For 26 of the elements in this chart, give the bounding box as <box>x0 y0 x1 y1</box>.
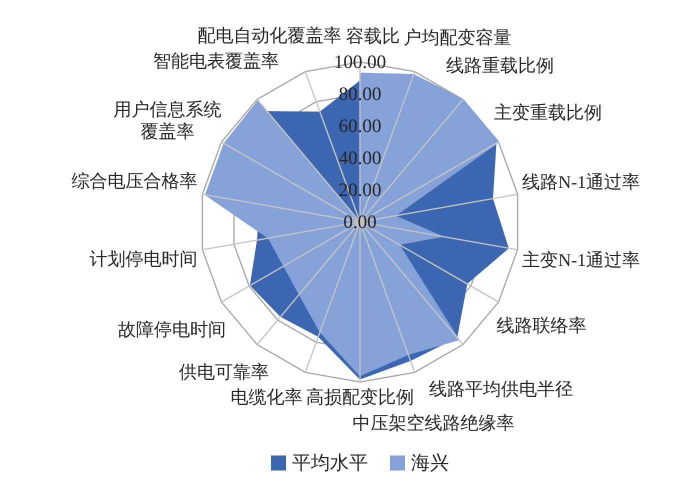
y-tick-label: 20.00 <box>338 180 382 201</box>
spoke-label: 线路平均供电半径 <box>429 379 574 400</box>
spoke-label: 线路重载比例 <box>446 56 554 76</box>
spoke-label: 主变重载比例 <box>494 102 602 122</box>
y-tick-label: 0.00 <box>343 212 377 233</box>
spoke-label: 供电可靠率 <box>179 362 270 382</box>
spoke-label: 智能电表覆盖率 <box>153 51 280 72</box>
spoke-label: 线路联络率 <box>496 316 586 336</box>
legend-label: 海兴 <box>411 453 449 474</box>
spoke-label: 主变N-1通过率 <box>522 250 640 270</box>
spoke-label: 电缆化率 <box>230 387 302 408</box>
y-tick-label: 60.00 <box>338 116 382 137</box>
spoke-label: 线路N-1通过率 <box>522 172 640 192</box>
spoke-label: 故障停电时间 <box>118 320 226 340</box>
spoke-label: 计划停电时间 <box>89 249 198 270</box>
legend-label: 平均水平 <box>292 453 368 474</box>
spoke-label: 综合电压合格率 <box>72 171 198 192</box>
y-tick-label: 40.00 <box>338 148 382 169</box>
spoke-label: 户均配变容量 <box>404 27 512 48</box>
spoke-label: 配电自动化覆盖率 <box>198 26 342 46</box>
spoke-label: 用户信息系统覆盖率 <box>113 100 222 142</box>
spoke-label: 中压架空线路绝缘率 <box>352 412 514 433</box>
spoke-label: 容载比 <box>346 26 400 46</box>
y-tick-label: 80.00 <box>338 84 382 105</box>
y-tick-label: 100.00 <box>334 52 386 73</box>
spoke-label: 高损配变比例 <box>306 386 414 407</box>
